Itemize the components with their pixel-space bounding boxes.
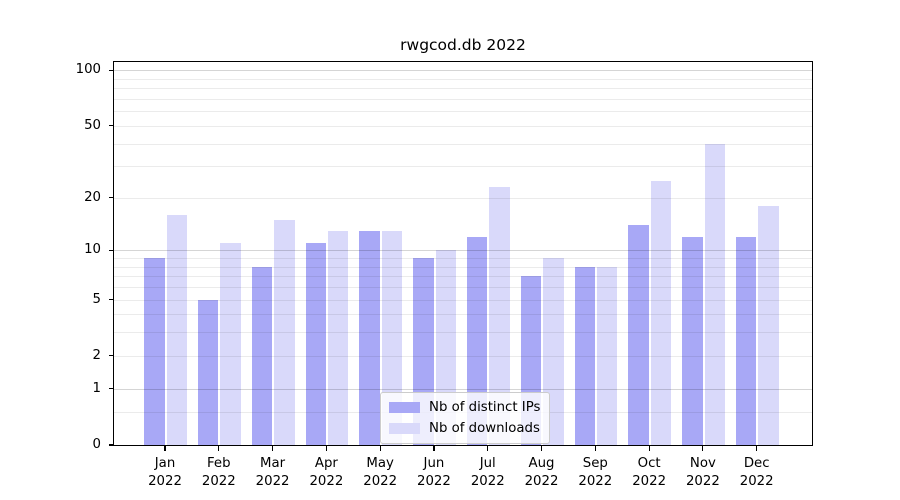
x-tick xyxy=(648,446,650,451)
gridline-minor xyxy=(114,88,812,90)
y-tick-label: 2 xyxy=(92,347,101,363)
bar-nb-of-downloads-nov xyxy=(704,143,725,445)
x-tick-label: Jan 2022 xyxy=(148,456,182,489)
y-tick-label: 0 xyxy=(92,437,101,453)
legend-item-distinct-ips: Nb of distinct IPs xyxy=(389,400,540,415)
x-tick-label: Feb 2022 xyxy=(201,456,236,489)
y-tick-label: 100 xyxy=(75,62,101,78)
x-tick xyxy=(379,446,381,451)
gridline-minor xyxy=(114,98,812,100)
x-tick-label: Jul 2022 xyxy=(470,456,505,489)
bar-nb-of-distinct-ips-jan xyxy=(144,258,165,445)
y-tick-label: 10 xyxy=(84,242,101,258)
x-tick-label: Dec 2022 xyxy=(739,456,774,489)
bar-nb-of-downloads-jan xyxy=(166,215,188,445)
gridline-minor xyxy=(114,125,812,127)
legend-swatch-distinct-ips xyxy=(389,402,420,413)
legend-swatch-downloads xyxy=(389,423,420,434)
bar-nb-of-downloads-jul xyxy=(489,187,510,445)
bar-nb-of-downloads-oct xyxy=(650,180,672,445)
plot-area: Nb of distinct IPs Nb of downloads xyxy=(112,60,814,447)
bar-nb-of-distinct-ips-sep xyxy=(574,266,595,445)
plot-border-top xyxy=(113,60,813,62)
legend-label-downloads: Nb of downloads xyxy=(429,421,540,436)
bar-nb-of-downloads-apr xyxy=(328,230,349,445)
y-tick xyxy=(109,355,114,357)
legend-item-downloads: Nb of downloads xyxy=(389,421,540,436)
y-tick xyxy=(109,298,114,301)
x-tick-label: Nov 2022 xyxy=(685,456,720,489)
bar-nb-of-downloads-dec xyxy=(758,206,779,445)
y-tick-label: 20 xyxy=(84,189,101,205)
x-tick xyxy=(540,446,543,451)
y-tick xyxy=(109,197,114,199)
x-tick-label: May 2022 xyxy=(363,456,398,489)
y-tick-label: 1 xyxy=(92,380,101,396)
x-axis: Jan 2022 Feb 2022 Mar 2022 Apr 2022 May 2022 Jun 20… xyxy=(114,445,812,500)
y-tick xyxy=(109,249,114,251)
y-axis: 100 50 20 10 5 2 1 0 xyxy=(0,62,114,457)
gridline-major xyxy=(114,70,812,72)
x-tick-label: Oct 2022 xyxy=(632,456,667,489)
bar-nb-of-distinct-ips-oct xyxy=(628,225,649,445)
x-axis-line xyxy=(113,445,813,447)
x-tick-label: Jun 2022 xyxy=(417,456,451,489)
y-tick xyxy=(109,388,114,390)
legend-label-distinct-ips: Nb of distinct IPs xyxy=(429,400,541,415)
y-tick xyxy=(109,69,114,71)
bar-nb-of-distinct-ips-apr xyxy=(305,243,327,445)
x-tick xyxy=(271,446,274,451)
x-tick xyxy=(702,446,704,451)
x-tick xyxy=(325,446,327,451)
y-axis-line xyxy=(112,61,114,446)
bar-nb-of-downloads-mar xyxy=(274,219,295,445)
legend: Nb of distinct IPs Nb of downloads xyxy=(380,392,551,444)
x-tick xyxy=(594,446,596,451)
x-tick-label: Mar 2022 xyxy=(255,456,290,489)
plot-border-right xyxy=(812,61,814,446)
y-tick xyxy=(109,444,114,446)
bar-nb-of-distinct-ips-dec xyxy=(735,236,757,445)
gridline-minor xyxy=(114,78,812,80)
x-tick xyxy=(218,446,220,451)
bar-nb-of-distinct-ips-may xyxy=(359,230,380,445)
gridline-minor xyxy=(114,111,812,113)
x-tick-label: Sep 2022 xyxy=(578,456,613,489)
x-tick xyxy=(433,446,435,451)
bar-nb-of-downloads-may xyxy=(381,230,403,445)
chart-title: rwgcod.db 2022 xyxy=(400,36,526,54)
bar-nb-of-distinct-ips-feb xyxy=(198,299,219,445)
x-tick-label: Aug 2022 xyxy=(524,456,559,489)
bar-nb-of-downloads-sep xyxy=(597,266,618,445)
x-tick xyxy=(164,446,166,451)
y-tick-label: 5 xyxy=(92,291,101,307)
x-tick xyxy=(487,446,489,451)
bar-nb-of-downloads-feb xyxy=(220,243,241,445)
y-tick-label: 50 xyxy=(84,117,101,133)
x-tick-label: Apr 2022 xyxy=(309,456,344,489)
x-tick xyxy=(756,446,758,451)
y-tick xyxy=(109,125,114,127)
bar-nb-of-distinct-ips-nov xyxy=(682,236,703,445)
bar-nb-of-distinct-ips-mar xyxy=(251,266,273,445)
